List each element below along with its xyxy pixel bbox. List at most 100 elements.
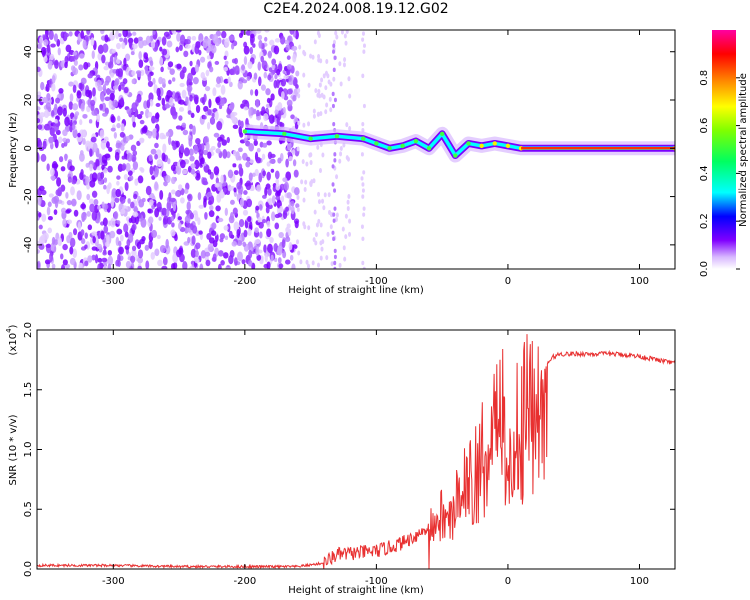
- spectrogram-speckle: [56, 177, 62, 187]
- spectrogram-speckle: [103, 177, 108, 183]
- spectrogram-speckle: [335, 34, 339, 40]
- spectrogram-speckle: [119, 234, 124, 242]
- spectrogram-speckle: [253, 72, 258, 80]
- spectrogram-speckle: [289, 30, 295, 35]
- spectrogram-speckle: [86, 30, 91, 35]
- spectrogram-speckle: [53, 209, 58, 215]
- spectrogram-speckle: [215, 83, 221, 88]
- spectrogram-speckle: [176, 63, 182, 70]
- spectrogram-speckle: [101, 257, 108, 263]
- spectrogram-speckle: [78, 262, 84, 269]
- snr-axes: -300 -200 -100 0 100 0.0 0.5 1.0 1.5 2.0: [23, 322, 675, 587]
- spectrogram-speckle: [137, 36, 143, 41]
- spectrogram-speckle: [62, 137, 67, 143]
- spectrogram-speckle: [37, 42, 43, 50]
- spectrogram-speckle: [218, 263, 222, 269]
- snr-x-axis-label: Height of straight line (km): [288, 585, 424, 596]
- spectrogram-speckle: [215, 148, 221, 154]
- spectrogram-speckle: [172, 201, 177, 212]
- spectrogram-speckle: [320, 246, 324, 252]
- spectrogram-speckle: [163, 31, 170, 38]
- spectrogram-speckle: [112, 85, 119, 90]
- spectrogram-speckle: [86, 193, 91, 201]
- spectrogram-speckle: [267, 74, 272, 81]
- spectrogram-speckle: [192, 76, 199, 85]
- spectrogram-speckle: [184, 215, 191, 224]
- spectrogram-speckle: [221, 139, 227, 146]
- spectrogram-speckle: [106, 88, 111, 96]
- spectrogram-speckle: [107, 165, 113, 173]
- spectrogram-speckle: [116, 175, 121, 180]
- spectrogram-speckle: [255, 99, 260, 108]
- spectrogram-speckle: [321, 198, 325, 204]
- spectrogram-speckle: [284, 39, 290, 45]
- spectrogram-speckle: [46, 125, 51, 131]
- spectrogram-speckle: [241, 64, 245, 71]
- spectrogram-speckle: [123, 86, 129, 94]
- spectrogram-speckle: [159, 56, 164, 67]
- snr-y-tick-label: 0.5: [23, 501, 34, 517]
- spectrogram-speckle: [285, 158, 289, 168]
- spectrogram-speckle: [131, 249, 137, 257]
- spectrogram-speckle: [205, 85, 211, 92]
- snr-multiplier-exponent: 4: [5, 328, 13, 333]
- spectrogram-speckle: [73, 228, 78, 236]
- spectrogram-x-tick-label: -200: [233, 276, 256, 287]
- spectrogram-speckle: [122, 30, 128, 38]
- snr-background: [37, 330, 675, 569]
- spectrogram-speckle: [100, 171, 105, 179]
- spectrogram-speckle: [99, 104, 103, 111]
- spectrogram-speckle: [263, 71, 268, 79]
- snr-y-axis-label: SNR (10 * v/v): [8, 414, 19, 485]
- spectrogram-speckle: [132, 121, 136, 128]
- spectrogram-speckle: [159, 244, 166, 253]
- spectrogram-speckle: [283, 95, 289, 101]
- spectrogram-speckle: [157, 259, 163, 267]
- spectrogram-speckle: [238, 219, 245, 228]
- spectrogram-speckle: [130, 255, 136, 264]
- spectrogram-speckle: [316, 92, 320, 98]
- spectrogram-speckle: [249, 46, 254, 55]
- spectrogram-speckle: [171, 222, 175, 228]
- spectrogram-speckle: [220, 260, 225, 266]
- spectrogram-speckle: [239, 132, 244, 138]
- spectrogram-speckle: [311, 260, 315, 266]
- spectrogram-speckle: [288, 242, 293, 251]
- spectrogram-speckle: [200, 250, 206, 259]
- spectrogram-speckle: [71, 122, 76, 131]
- spectrogram-speckle: [48, 136, 54, 144]
- spectrogram-speckle: [297, 120, 301, 126]
- spectrogram-speckle: [268, 197, 273, 206]
- spectrogram-speckle: [257, 34, 263, 41]
- spectrogram-speckle: [276, 79, 280, 89]
- spectrogram-speckle: [233, 257, 238, 266]
- spectrogram-speckle: [116, 180, 120, 186]
- spectrogram-speckle: [91, 210, 98, 221]
- spectrogram-speckle: [318, 82, 322, 88]
- spectrogram-speckle: [89, 148, 93, 157]
- spectrogram-speckle: [117, 68, 124, 78]
- spectrogram-x-axis-label: Height of straight line (km): [288, 285, 424, 296]
- spectrogram-speckle: [261, 60, 268, 70]
- spectrogram-speckle: [309, 160, 313, 166]
- spectrogram-speckle: [137, 249, 144, 259]
- spectrogram-speckle: [198, 49, 202, 56]
- spectrogram-speckle: [69, 93, 74, 102]
- spectrogram-speckle: [161, 207, 168, 216]
- spectrogram-speckle: [208, 66, 214, 73]
- spectrogram-speckle: [92, 142, 98, 153]
- spectrogram-speckle: [211, 230, 217, 236]
- spectrogram-speckle: [202, 180, 209, 186]
- spectrogram-speckle: [97, 44, 104, 54]
- spectrogram-streak: [361, 260, 365, 266]
- spectrogram-speckle: [230, 42, 235, 50]
- spectrogram-speckle: [131, 102, 138, 112]
- spectrogram-speckle: [307, 121, 311, 127]
- spectrogram-speckle: [288, 75, 293, 82]
- spectrogram-speckle: [211, 45, 217, 54]
- spectrogram-speckle: [313, 39, 317, 45]
- spectrogram-speckle: [78, 152, 85, 162]
- spectrogram-speckle: [51, 75, 56, 84]
- spectrogram-speckle: [314, 240, 318, 246]
- spectrogram-speckle: [237, 251, 243, 262]
